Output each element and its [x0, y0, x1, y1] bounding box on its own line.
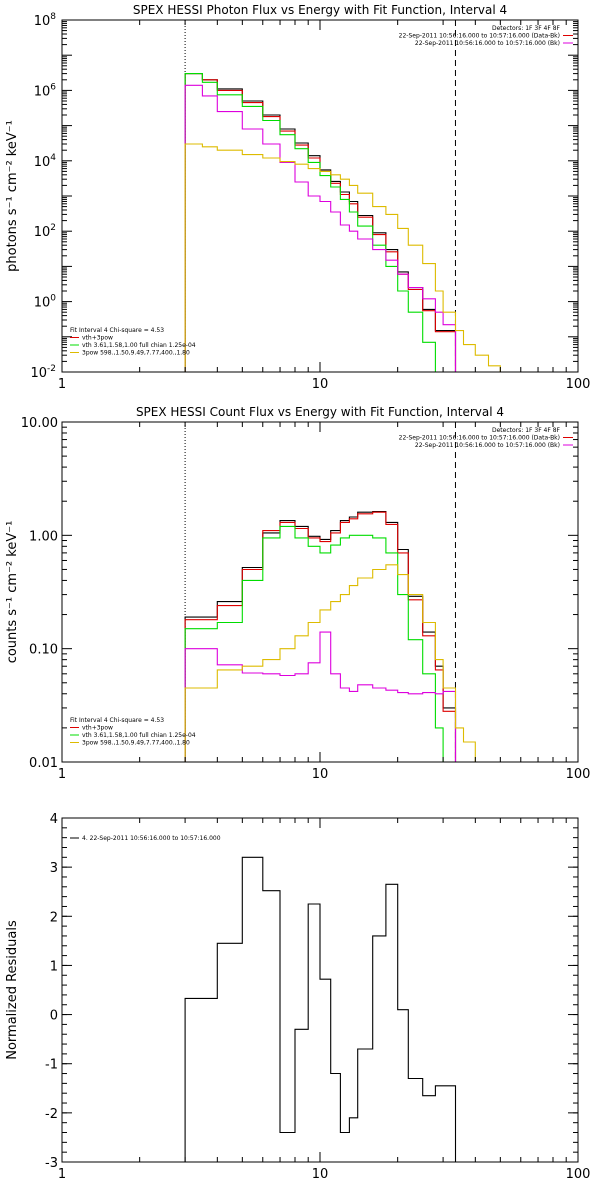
- y-tick-label: -1: [45, 1058, 58, 1073]
- legend-label: vth+3pow: [82, 725, 113, 732]
- legend-label: 3pow 598.,1.50,9.49,7.77,400.,1.80: [82, 740, 190, 747]
- legend-label: Fit Interval 4 Chi-square = 4.53: [70, 327, 164, 334]
- header-line: 22-Sep-2011 10:56:16.000 to 10:57:16.000…: [399, 33, 560, 40]
- y-tick-label: 100: [34, 294, 57, 311]
- x-tick-label: 1: [58, 377, 66, 392]
- x-tick-label: 100: [566, 377, 591, 392]
- plot-frame: [61, 817, 579, 1163]
- header-line: Detectors: 1F 3F 4F 8F: [492, 25, 561, 32]
- y-tick-label: 108: [34, 12, 57, 29]
- x-tick-label: 10: [312, 377, 329, 392]
- header-line: Detectors: 1F 3F 4F 8F: [492, 427, 561, 434]
- x-tick-label: 1: [58, 1167, 66, 1182]
- y-tick-label: 2: [50, 910, 58, 925]
- legend-label: vth+3pow: [82, 335, 113, 342]
- series-magenta-line: [184, 631, 457, 762]
- legend-label: 3pow 598.,1.50,9.49,7.77,400.,1.80: [82, 350, 190, 357]
- series-green-line: [184, 525, 444, 762]
- y-tick-label: 1: [50, 959, 58, 974]
- x-tick-label: 100: [566, 767, 591, 782]
- y-tick-label: 0: [50, 1009, 58, 1024]
- series-orange-line: [184, 143, 501, 372]
- series-red-line: [184, 73, 457, 372]
- y-tick-label: 1.00: [29, 529, 58, 544]
- chart-title: SPEX HESSI Photon Flux vs Energy with Fi…: [133, 3, 507, 17]
- legend-label: Fit Interval 4 Chi-square = 4.53: [70, 717, 164, 724]
- y-tick-label: 10.00: [21, 416, 58, 431]
- header-line: 22-Sep-2011 10:56:16.000 to 10:57:16.000…: [399, 435, 560, 442]
- y-axis-label: Normalized Residuals: [5, 920, 20, 1060]
- x-tick-label: 100: [566, 1167, 591, 1182]
- series-black-line: [184, 856, 457, 1162]
- y-tick-label: 3: [50, 861, 58, 876]
- legend-label: vth 3.61,1.58,1.00 full chian 1.25e-04: [82, 732, 196, 739]
- y-tick-label: 104: [34, 153, 57, 170]
- x-tick-label: 10: [312, 1167, 329, 1182]
- legend-label: 4. 22-Sep-2011 10:56:16.000 to 10:57:16.…: [82, 835, 221, 842]
- y-tick-label: 10-2: [30, 364, 56, 381]
- header-line: 22-Sep-2011 10:56:16.000 to 10:57:16.000…: [415, 442, 560, 449]
- x-tick-label: 10: [312, 767, 329, 782]
- chart-title: SPEX HESSI Count Flux vs Energy with Fit…: [136, 405, 504, 419]
- y-tick-label: 4: [50, 812, 58, 827]
- y-tick-label: 0.01: [29, 756, 58, 771]
- y-tick-label: -2: [45, 1107, 58, 1122]
- series-magenta-line: [184, 84, 457, 372]
- y-tick-label: -3: [45, 1156, 58, 1171]
- chart-panel-3: 1 10 100 -3 -2 -1 0 1 2 3 4 Normalized Residuals 4. …: [5, 812, 591, 1182]
- y-tick-label: 102: [34, 223, 56, 240]
- series-black-line: [184, 73, 457, 372]
- y-tick-label: 0.10: [29, 643, 58, 658]
- chart-panel-2: 1 10 100 0.01 0.10 1.00 10.00 SPEX HESSI Count …: [5, 405, 591, 782]
- legend-label: vth 3.61,1.58,1.00 full chian 1.25e-04: [82, 342, 196, 349]
- series-green-line: [184, 73, 436, 372]
- chart-panel-1: 1 10 100 10-2 100 102 104 106 108 SPEX HESSI Phot…: [5, 3, 590, 392]
- y-axis-label: photons s⁻¹ cm⁻² keV⁻¹: [5, 120, 20, 272]
- plot-frame: [61, 421, 579, 763]
- header-line: 22-Sep-2011 10:56:16.000 to 10:57:16.000…: [415, 40, 560, 47]
- y-tick-label: 106: [34, 82, 57, 99]
- y-axis-label: counts s⁻¹ cm⁻² keV⁻¹: [5, 521, 20, 664]
- series-orange-line: [184, 564, 476, 762]
- x-tick-label: 1: [58, 767, 66, 782]
